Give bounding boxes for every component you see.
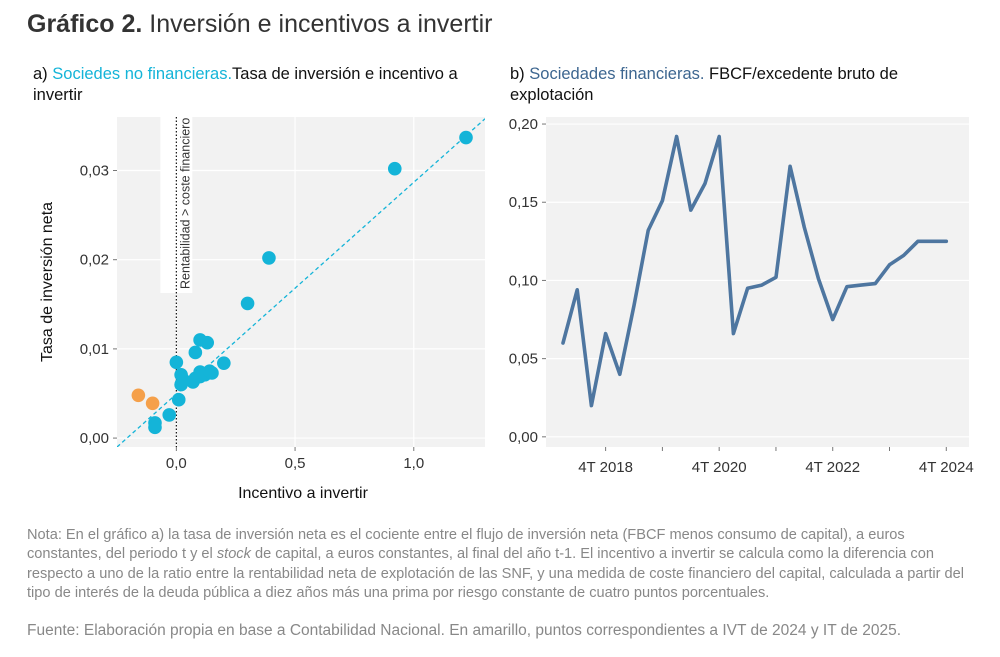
scatter-y-tick-label: 0,02 — [80, 252, 109, 269]
scatter-point — [188, 345, 203, 360]
scatter-point — [169, 355, 184, 370]
scatter-x-tick-label: 0,0 — [166, 455, 187, 472]
scatter-y-tick-label: 0,03 — [80, 163, 109, 180]
panel-b-title: b) Sociedades financieras. FBCF/excedent… — [510, 65, 898, 104]
line-plot-area — [546, 117, 969, 447]
vline-label: Rentabilidad > coste financiero — [178, 118, 192, 289]
line-y-tick-label: 0,00 — [509, 429, 538, 446]
line-x-tick-label: 4T 2018 — [578, 459, 633, 476]
line-y-tick-label: 0,10 — [509, 272, 538, 289]
fbcf-series-line — [561, 134, 949, 408]
scatter-point — [459, 130, 473, 145]
scatter-point — [205, 366, 219, 380]
scatter-y-tick-label: 0,01 — [80, 341, 109, 358]
scatter-point-recent — [145, 396, 160, 411]
scatter-x-tick-label: 1,0 — [403, 455, 424, 472]
scatter-ylabel: Tasa de inversión neta — [39, 202, 56, 362]
line-y-tick-label: 0,20 — [509, 116, 538, 133]
source-line: Fuente: Elaboración propia en base a Con… — [27, 622, 902, 639]
line-x-tick-label: 4T 2020 — [692, 459, 747, 476]
scatter-point — [387, 161, 402, 176]
panel-b-highlight: Sociedades financieras. — [529, 65, 705, 83]
panel-a-title: a) Sociedes no financieras.Tasa de inver… — [33, 65, 458, 104]
charts-svg: Rentabilidad > coste financiero 0,0 0,5 1,… — [39, 116, 974, 502]
line-x-tick-label: 4T 2022 — [805, 459, 860, 476]
footnote: Nota: En el gráfico a) la tasa de invers… — [27, 527, 965, 602]
scatter-point — [200, 335, 215, 350]
line-y-tick-label: 0,05 — [509, 351, 538, 368]
scatter-point — [174, 367, 188, 382]
figure-number: Gráfico 2. — [27, 10, 143, 38]
scatter-point — [162, 408, 177, 422]
scatter-point — [262, 251, 276, 265]
scatter-point-recent — [131, 388, 146, 403]
trend-line — [117, 118, 485, 447]
scatter-point — [148, 420, 162, 435]
panel-a-highlight: Sociedes no financieras. — [52, 65, 233, 83]
scatter-point — [217, 356, 231, 370]
scatter-point — [240, 296, 255, 311]
scatter-x-tick-label: 0,5 — [285, 455, 306, 472]
scatter-xlabel: Incentivo a invertir — [238, 485, 369, 502]
figure-title-text: Inversión e incentivos a invertir — [142, 10, 493, 38]
footnote-italic: stock — [216, 546, 251, 563]
figure-title: Gráfico 2. Inversión e incentivos a inve… — [27, 10, 493, 39]
line-x-tick-label: 4T 2024 — [919, 459, 974, 476]
scatter-point — [171, 392, 186, 407]
scatter-y-tick-label: 0,00 — [80, 430, 109, 447]
line-y-tick-label: 0,15 — [509, 194, 538, 211]
